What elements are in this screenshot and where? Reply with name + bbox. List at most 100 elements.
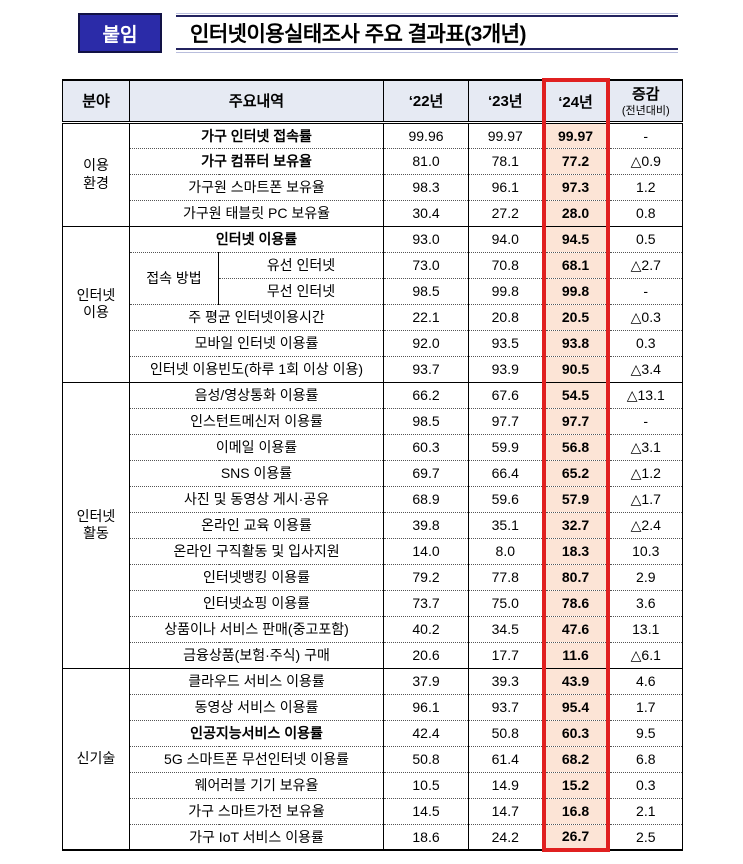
table-row: SNS 이용률 69.7 66.4 65.2 △1.2	[63, 460, 684, 487]
value-2022-cell: 66.2	[383, 382, 470, 409]
row-label: 5G 스마트폰 무선인터넷 이용률	[128, 746, 385, 773]
value-2022-cell: 37.9	[383, 668, 470, 695]
value-2022-cell: 60.3	[383, 434, 470, 461]
row-label: 가구 스마트가전 보유율	[128, 798, 385, 825]
table-body: 이용 환경 가구 인터넷 접속률 99.96 99.97 99.97- 가구 컴퓨터 보유…	[62, 122, 684, 852]
value-2022-cell: 98.5	[383, 278, 470, 305]
row-label: 이메일 이용률	[128, 434, 385, 461]
row-label: SNS 이용률	[128, 460, 385, 487]
value-2023-cell: 99.97	[468, 122, 545, 149]
change-cell: 13.1	[607, 616, 684, 643]
table-row: 인터넷 이용 인터넷 이용률 93.0 94.0 94.5 0.5	[62, 226, 684, 383]
value-2024-cell: 99.8	[541, 278, 610, 305]
value-2024-cell: 95.4	[541, 694, 610, 721]
value-2023-cell: 75.0	[468, 590, 545, 617]
value-2023-cell: 39.3	[468, 668, 545, 695]
row-label: 음성/영상통화 이용률	[128, 382, 385, 409]
col-header-change-note: (전년대비)	[621, 105, 670, 118]
value-2024-cell: 54.5	[541, 382, 610, 409]
table-header-row: 분야 주요내역 ‘22년 ‘23년 ‘24년 증감 (전년대비)	[62, 78, 684, 124]
table-row: 가구 IoT 서비스 이용률 18.6 24.2 26.7 2.5	[63, 824, 684, 852]
value-2024-cell: 56.8	[541, 434, 610, 461]
value-2023-cell: 14.9	[468, 772, 545, 799]
value-2024-cell: 15.2	[541, 772, 610, 799]
change-cell: -	[607, 278, 684, 305]
value-2024-cell: 16.8	[541, 798, 610, 825]
row-label: 가구 IoT 서비스 이용률	[128, 824, 385, 851]
value-2022-cell: 20.6	[383, 642, 470, 669]
value-2023-cell: 8.0	[468, 538, 545, 565]
value-2023-cell: 17.7	[468, 642, 545, 669]
value-2024-cell: 28.0	[541, 200, 610, 227]
row-label: 상품이나 서비스 판매(중고포함)	[128, 616, 385, 643]
table-row: 인터넷뱅킹 이용률 79.2 77.8 80.7 2.9	[63, 564, 684, 591]
value-2022-cell: 22.1	[383, 304, 470, 331]
value-2023-cell: 14.7	[468, 798, 545, 825]
value-2024-cell: 97.7	[541, 408, 610, 435]
row-label: 온라인 구직활동 및 입사지원	[128, 538, 385, 565]
value-2023-cell: 61.4	[468, 746, 545, 773]
value-2023-cell: 67.6	[468, 382, 545, 409]
value-2022-cell: 73.0	[383, 252, 470, 279]
value-2023-cell: 93.5	[468, 330, 545, 357]
change-cell: 3.6	[607, 590, 684, 617]
category-cell: 인터넷 이용	[62, 226, 130, 383]
value-2022-cell: 81.0	[383, 148, 470, 175]
change-cell: 0.8	[607, 200, 684, 227]
value-2024-cell: 99.97	[541, 122, 610, 149]
col-header-change-label: 증감	[631, 86, 660, 104]
change-cell: 0.5	[607, 226, 684, 253]
value-2022-cell: 39.8	[383, 512, 470, 539]
row-label: 온라인 교육 이용률	[128, 512, 385, 539]
change-cell: 1.7	[607, 694, 684, 721]
table-row: 모바일 인터넷 이용률 92.0 93.5 93.8 0.3	[63, 330, 684, 357]
change-cell: △1.2	[607, 460, 684, 487]
table-row: 인터넷쇼핑 이용률 73.7 75.0 78.6 3.6	[63, 590, 684, 617]
change-cell: -	[607, 408, 684, 435]
table-row: 동영상 서비스 이용률 96.1 93.7 95.4 1.7	[63, 694, 684, 721]
row-label: 인터넷쇼핑 이용률	[128, 590, 385, 617]
value-2023-cell: 99.8	[468, 278, 545, 305]
table-row: 5G 스마트폰 무선인터넷 이용률 50.8 61.4 68.2 6.8	[63, 746, 684, 773]
results-table-wrap: 분야 주요내역 ‘22년 ‘23년 ‘24년 증감 (전년대비) 이용 환경 가구…	[62, 78, 684, 852]
table-row: 웨어러블 기기 보유율 10.5 14.9 15.2 0.3	[63, 772, 684, 799]
change-cell: △0.3	[607, 304, 684, 331]
value-2022-cell: 73.7	[383, 590, 470, 617]
value-2022-cell: 96.1	[383, 694, 470, 721]
table-row: 사진 및 동영상 게시·공유 68.9 59.6 57.9 △1.7	[63, 486, 684, 513]
col-header-2024: ‘24년	[541, 78, 610, 124]
col-header-category: 분야	[62, 79, 130, 124]
value-2022-cell: 30.4	[383, 200, 470, 227]
value-2023-cell: 94.0	[468, 226, 545, 253]
value-2023-cell: 77.8	[468, 564, 545, 591]
value-2022-cell: 99.96	[383, 122, 470, 149]
table-row: 인스턴트메신저 이용률 98.5 97.7 97.7-	[63, 408, 684, 435]
value-2024-cell: 18.3	[541, 538, 610, 565]
value-2022-cell: 93.7	[383, 356, 470, 383]
value-2022-cell: 10.5	[383, 772, 470, 799]
row-label: 사진 및 동영상 게시·공유	[128, 486, 385, 513]
value-2022-cell: 14.5	[383, 798, 470, 825]
value-2024-cell: 77.2	[541, 148, 610, 175]
value-2022-cell: 68.9	[383, 486, 470, 513]
category-cell: 신기술	[62, 668, 130, 851]
value-2022-cell: 14.0	[383, 538, 470, 565]
row-label: 인터넷뱅킹 이용률	[128, 564, 385, 591]
table-row: 가구원 태블릿 PC 보유율 30.4 27.2 28.0 0.8	[63, 200, 684, 227]
table-row: 상품이나 서비스 판매(중고포함) 40.2 34.5 47.6 13.1	[63, 616, 684, 643]
change-cell: 2.9	[607, 564, 684, 591]
subgroup-cell: 접속 방법	[129, 252, 219, 305]
change-cell: 9.5	[607, 720, 684, 747]
value-2022-cell: 18.6	[383, 824, 470, 851]
table-row: 이용 환경 가구 인터넷 접속률 99.96 99.97 99.97-	[62, 122, 684, 227]
value-2022-cell: 69.7	[383, 460, 470, 487]
value-2023-cell: 78.1	[468, 148, 545, 175]
row-label: 가구원 스마트폰 보유율	[128, 174, 385, 201]
value-2022-cell: 92.0	[383, 330, 470, 357]
category-cell: 이용 환경	[62, 122, 130, 227]
change-cell: △2.4	[607, 512, 684, 539]
row-label: 유선 인터넷	[217, 252, 385, 279]
row-label: 인터넷 이용률	[128, 226, 385, 253]
row-label: 금융상품(보험·주식) 구매	[128, 642, 385, 669]
row-label: 인터넷 이용빈도(하루 1회 이상 이용)	[128, 356, 385, 383]
